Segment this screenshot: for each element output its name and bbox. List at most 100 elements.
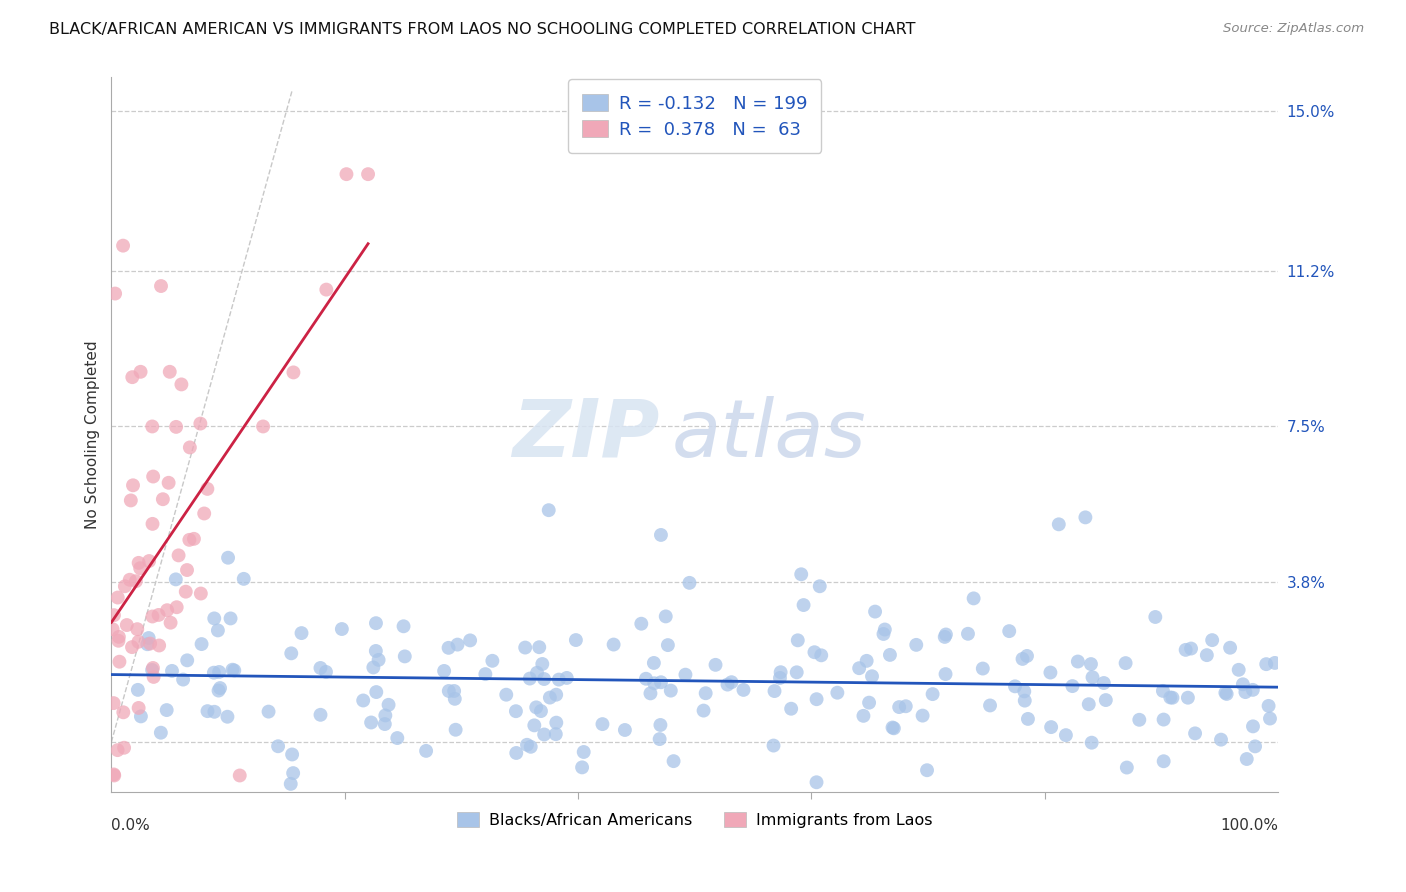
Point (208, 665, 231, 679)
Point (716, 677, 738, 691)
Point (142, 661, 165, 675)
Point (257, 705, 280, 719)
Point (374, 717, 396, 731)
Point (1161, 690, 1184, 705)
Point (882, 721, 904, 735)
Point (458, 633, 481, 648)
Point (1047, 517, 1070, 532)
Point (1054, 728, 1077, 742)
Point (863, 605, 886, 619)
Point (786, 665, 808, 680)
Point (495, 688, 517, 702)
Point (1184, 726, 1206, 740)
Point (810, 648, 832, 663)
Point (692, 704, 714, 718)
Point (873, 623, 896, 637)
Point (1004, 679, 1026, 693)
Point (156, 703, 179, 717)
Point (855, 654, 877, 668)
Point (531, 657, 554, 671)
Point (1256, 657, 1278, 672)
Point (172, 673, 194, 687)
Point (104, 286, 127, 301)
Point (1080, 657, 1102, 671)
Point (1144, 610, 1167, 624)
Point (1074, 510, 1097, 524)
Point (1039, 665, 1062, 680)
Point (129, 561, 152, 575)
Point (530, 704, 553, 718)
Point (675, 667, 697, 681)
Point (335, 167, 357, 181)
Point (786, 633, 808, 648)
Point (148, 639, 170, 653)
Point (1077, 697, 1099, 711)
Point (1115, 760, 1137, 774)
Point (1040, 720, 1063, 734)
Point (415, 744, 437, 758)
Point (544, 727, 567, 741)
Point (650, 675, 672, 690)
Point (1152, 684, 1174, 698)
Point (122, 478, 145, 492)
Point (860, 669, 883, 683)
Point (128, 701, 150, 715)
Point (363, 660, 385, 674)
Point (1215, 686, 1237, 700)
Point (283, 366, 305, 380)
Point (648, 732, 671, 747)
Point (780, 702, 803, 716)
Point (979, 698, 1001, 713)
Point (678, 575, 700, 590)
Point (972, 661, 994, 675)
Point (141, 419, 163, 434)
Point (572, 745, 595, 759)
Point (433, 664, 456, 678)
Point (352, 693, 374, 707)
Point (762, 739, 785, 753)
Point (704, 657, 727, 672)
Point (662, 754, 685, 768)
Point (101, 622, 124, 636)
Point (392, 619, 415, 633)
Point (176, 563, 198, 577)
Point (150, 279, 173, 293)
Point (232, 572, 254, 586)
Point (136, 637, 159, 651)
Point (921, 687, 943, 701)
Point (183, 532, 205, 546)
Point (769, 665, 792, 680)
Point (165, 573, 187, 587)
Point (138, 631, 160, 645)
Point (209, 681, 232, 695)
Point (374, 708, 396, 723)
Text: 0.0%: 0.0% (111, 818, 150, 832)
Point (808, 579, 831, 593)
Point (360, 715, 382, 730)
Point (763, 684, 786, 698)
Point (1219, 640, 1241, 655)
Point (1081, 670, 1104, 684)
Point (1015, 648, 1038, 663)
Point (127, 634, 149, 648)
Point (157, 475, 180, 490)
Point (446, 638, 468, 652)
Point (179, 533, 201, 547)
Point (217, 550, 239, 565)
Point (956, 627, 979, 641)
Point (848, 661, 870, 675)
Point (190, 417, 212, 431)
Point (366, 685, 388, 699)
Point (138, 554, 160, 568)
Point (523, 718, 546, 732)
Point (1067, 655, 1090, 669)
Point (202, 705, 225, 719)
Point (1092, 676, 1115, 690)
Point (555, 671, 578, 685)
Point (654, 609, 676, 624)
Point (127, 622, 149, 636)
Point (533, 727, 555, 741)
Point (1115, 656, 1137, 670)
Point (179, 441, 201, 455)
Point (733, 682, 755, 697)
